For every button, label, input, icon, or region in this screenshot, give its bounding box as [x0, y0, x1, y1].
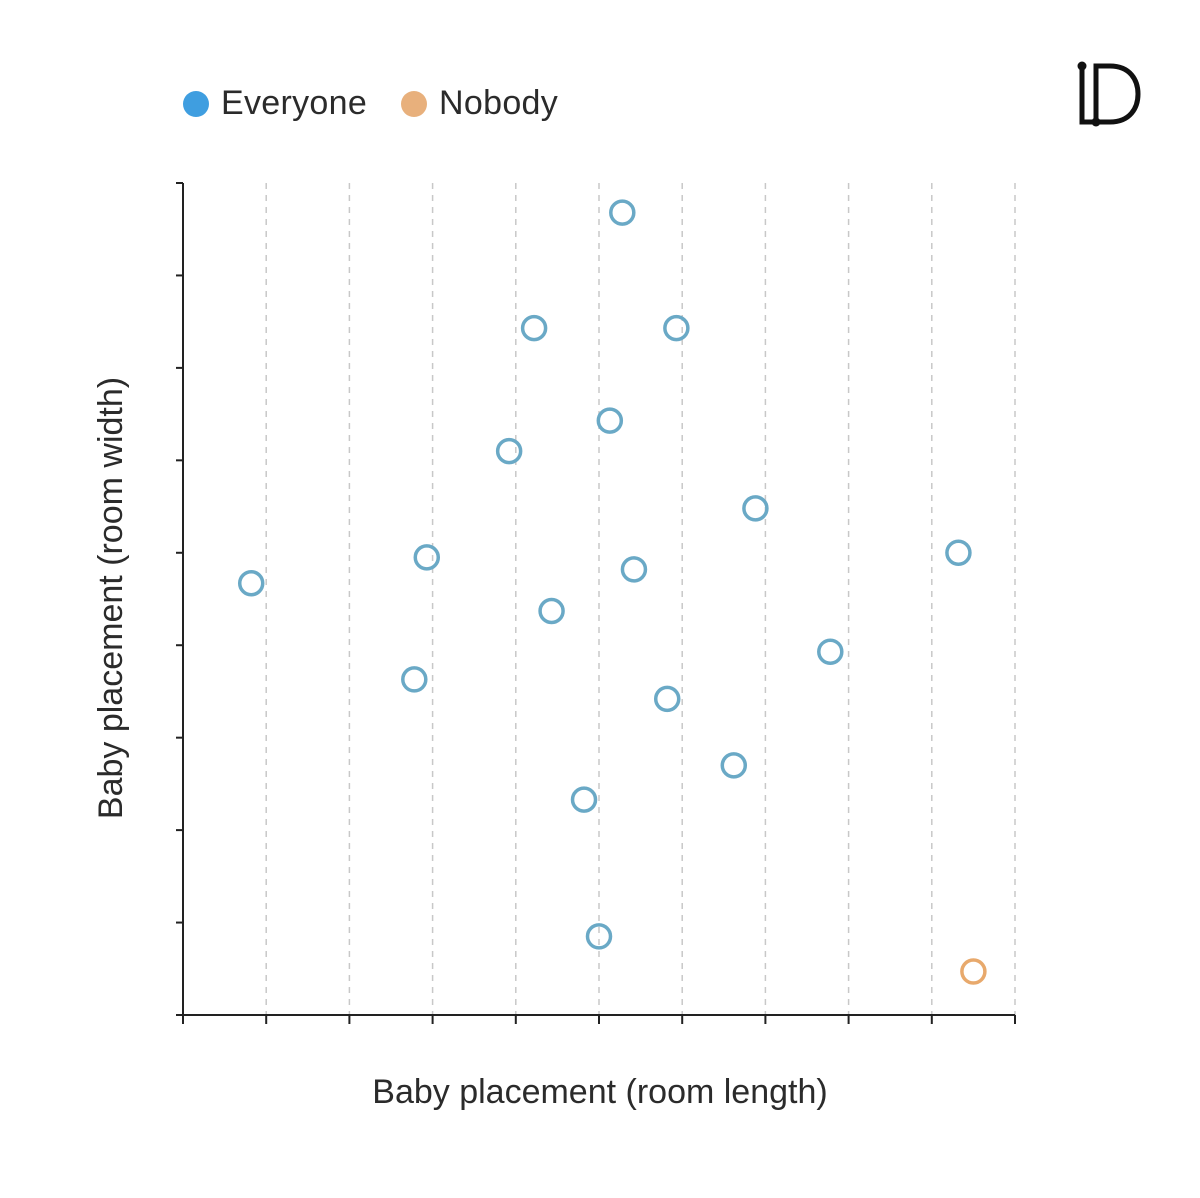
- data-point-everyone: [620, 556, 648, 583]
- data-point-nobody: [960, 958, 987, 985]
- legend-swatch: [183, 90, 209, 117]
- data-point-everyone: [237, 570, 265, 597]
- data-point-everyone: [720, 752, 748, 779]
- data-point-everyone: [495, 437, 523, 465]
- grid-lines: [265, 183, 1016, 1015]
- data-point-everyone: [538, 597, 565, 625]
- chart-legend: Everyone Nobody: [183, 84, 558, 123]
- legend-item-nobody: Nobody: [401, 84, 558, 123]
- axes: [176, 182, 1016, 1024]
- data-point-everyone: [596, 407, 624, 434]
- data-point-everyone: [520, 314, 548, 342]
- data-point-everyone: [663, 314, 690, 342]
- data-point-everyone: [401, 666, 428, 693]
- data-point-everyone: [609, 199, 636, 226]
- data-point-everyone: [570, 786, 598, 813]
- data-point-everyone: [585, 923, 613, 950]
- data-point-everyone: [742, 495, 769, 522]
- data-points: [237, 199, 987, 985]
- data-point-everyone: [945, 539, 972, 567]
- data-point-everyone: [653, 685, 681, 713]
- data-point-everyone: [817, 638, 844, 665]
- legend-item-everyone: Everyone: [183, 84, 367, 123]
- legend-label: Everyone: [221, 84, 368, 122]
- legend-swatch: [401, 90, 428, 117]
- x-axis-title: Baby placement (room length): [372, 1073, 827, 1111]
- letter-d-logo-icon: [1077, 61, 1141, 127]
- data-point-everyone: [413, 544, 441, 571]
- y-axis-title: Baby placement (room width): [92, 377, 130, 819]
- legend-label: Nobody: [439, 84, 559, 122]
